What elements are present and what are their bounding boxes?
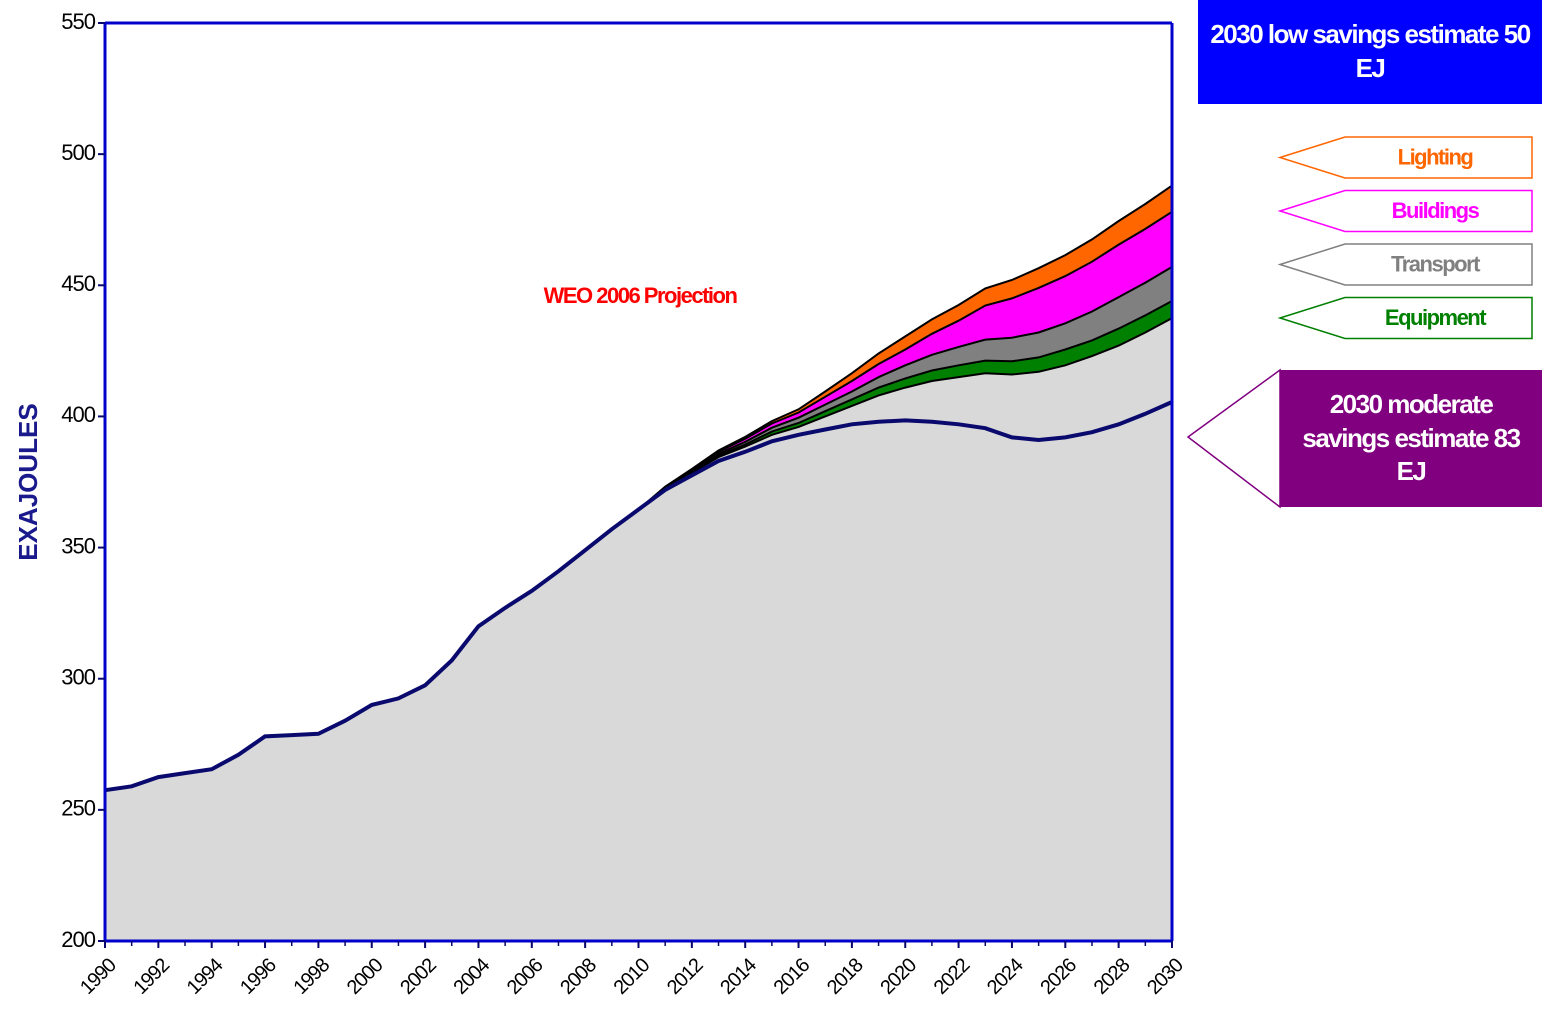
moderate-savings-box: 2030 moderate savings estimate 83 EJ (1280, 370, 1542, 507)
y-tick-label: 400 (61, 402, 95, 427)
x-tick-label: 1998 (289, 954, 334, 999)
y-tick-label: 550 (61, 9, 95, 34)
x-tick-label: 2000 (343, 954, 388, 999)
x-tick-label: 2022 (930, 954, 975, 999)
x-tick-label: 1996 (236, 954, 281, 999)
legend-arrow (1277, 243, 1533, 286)
x-tick-label: 2010 (610, 954, 655, 999)
base-line (104, 400, 1173, 793)
x-tick-label: 1990 (76, 954, 121, 999)
projection-label: WEO 2006 Projection (544, 283, 738, 308)
legend-arrow (1277, 189, 1533, 233)
x-tick-label: 2002 (396, 954, 441, 999)
area (105, 211, 1172, 791)
x-tick-label: 2020 (876, 954, 921, 999)
x-tick-label: 2012 (663, 954, 708, 999)
x-tick-label: 1994 (183, 954, 228, 999)
y-tick-label: 450 (61, 271, 95, 296)
legend-label: Transport (1391, 251, 1481, 276)
y-axis-label: EXAJOULES (13, 403, 43, 561)
x-tick-label: 2026 (1036, 954, 1081, 999)
y-tick-label: 250 (61, 796, 95, 821)
legend-arrow (1277, 136, 1533, 179)
legend-arrow (1277, 296, 1533, 340)
y-tick-label: 350 (61, 533, 95, 558)
x-tick-label: 2030 (1143, 954, 1188, 999)
x-tick-label: 2004 (450, 954, 495, 999)
legend-label: Buildings (1392, 198, 1480, 223)
callout-arrow (1186, 368, 1281, 509)
y-tick-label: 500 (61, 140, 95, 165)
x-tick-label: 2016 (770, 954, 815, 999)
x-tick-label: 2006 (503, 954, 548, 999)
low-savings-box: 2030 low savings estimate 50 EJ (1198, 0, 1542, 104)
x-tick-label: 2008 (556, 954, 601, 999)
legend-label: Lighting (1398, 144, 1473, 169)
area (105, 402, 1172, 941)
x-tick-label: 1992 (129, 954, 174, 999)
legend-label: Equipment (1385, 305, 1487, 330)
y-tick-label: 200 (61, 927, 95, 952)
x-tick-label: 2018 (823, 954, 868, 999)
x-tick-label: 2028 (1090, 954, 1135, 999)
x-tick-label: 2014 (716, 954, 761, 999)
x-tick-label: 2024 (983, 954, 1028, 999)
y-tick-label: 300 (61, 665, 95, 690)
